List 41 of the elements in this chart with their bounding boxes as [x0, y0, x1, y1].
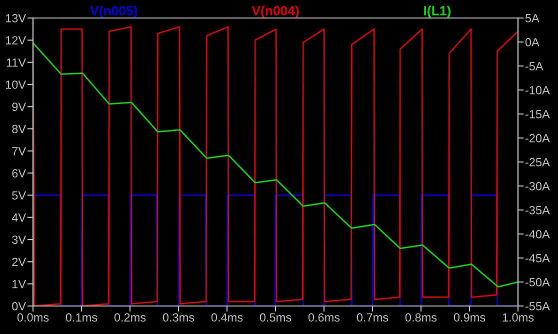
y-tick-label: 5V	[12, 191, 26, 200]
x-tick-label: 0.7ms	[356, 313, 388, 322]
y2-tick-label: -20A	[525, 134, 550, 142]
x-tick-label: 0.2ms	[114, 313, 146, 322]
text: I(L1)	[424, 6, 450, 18]
y-tick-label: 4V	[12, 214, 26, 222]
y2-tick-label: -35A	[525, 206, 550, 214]
y-tick-label: 2V	[12, 258, 26, 266]
y-tick-label: 3V	[12, 236, 26, 244]
y2-tick-label: -5A	[525, 62, 544, 70]
x-tick-label: 0.5ms	[260, 313, 292, 322]
y2-tick-label: -40A	[525, 230, 550, 238]
y2-tick-label: -55A	[525, 302, 550, 310]
x-tick-label: 0.0ms	[17, 313, 49, 322]
x-tick-label: 0.1ms	[66, 313, 98, 322]
y-tick-label: 10V	[6, 80, 26, 89]
y-tick-label: 6V	[12, 169, 26, 178]
x-tick-label: 1.0ms	[502, 313, 534, 322]
y2-tick-label: -45A	[525, 254, 550, 262]
y2-tick-label: -10A	[525, 86, 550, 94]
y2-tick-label: -15A	[525, 110, 550, 118]
x-tick-label: 0.8ms	[405, 313, 437, 322]
y2-tick-label: 5A	[525, 14, 540, 22]
y2-tick-label: -25A	[525, 158, 550, 166]
y2-tick-label: -50A	[525, 278, 550, 286]
y-tick-label: 13V	[6, 14, 26, 22]
x-tick-label: 0.6ms	[308, 313, 340, 322]
x-tick-label: 0.3ms	[162, 313, 194, 322]
y2-tick-label: 0A	[525, 38, 540, 46]
x-tick-label: 0.9ms	[454, 313, 486, 322]
y-tick-label: 9V	[12, 102, 26, 112]
y-tick-label: 12V	[6, 36, 26, 44]
y-tick-label: 0V	[12, 302, 26, 310]
y2-tick-label: -30A	[525, 182, 550, 190]
text: V(n005)	[90, 6, 138, 18]
y-tick-label: 8V	[12, 124, 26, 134]
y-tick-label: 11V	[6, 58, 26, 67]
y-tick-label: 1V	[12, 280, 26, 288]
series-label: V(n004)	[252, 6, 299, 18]
x-tick-label: 0.4ms	[211, 313, 243, 322]
y-tick-label: 7V	[12, 147, 26, 156]
